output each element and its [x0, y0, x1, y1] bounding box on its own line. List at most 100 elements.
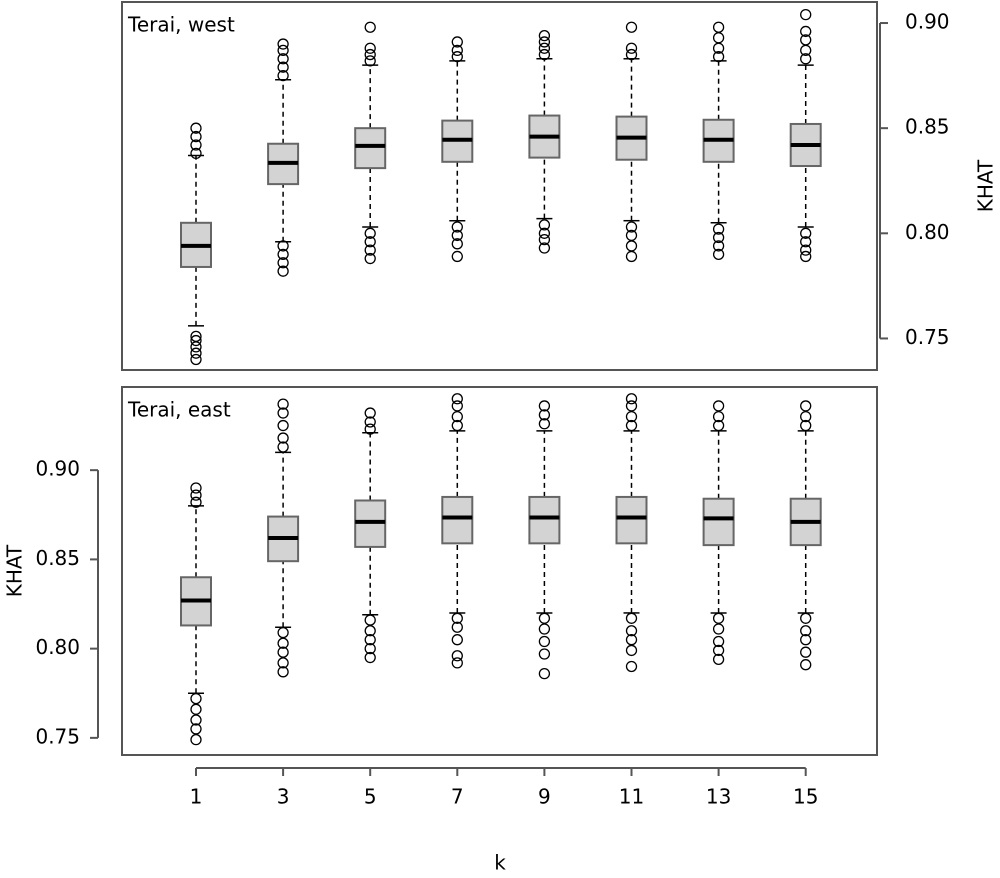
outlier	[800, 8, 812, 21]
outlier	[538, 409, 551, 421]
outlier	[712, 653, 725, 665]
x-axis-label: k	[494, 851, 506, 875]
outlier	[800, 250, 812, 263]
outlier	[277, 248, 289, 260]
box	[702, 497, 735, 547]
outlier	[277, 432, 289, 444]
y-tick-label: 0.90	[905, 10, 950, 34]
outlier	[625, 240, 638, 252]
outlier	[277, 398, 289, 410]
outlier	[712, 635, 725, 648]
outlier	[190, 714, 202, 726]
outlier	[277, 626, 289, 639]
outlier	[190, 353, 202, 366]
outlier	[277, 240, 289, 252]
outlier	[625, 21, 638, 33]
outlier	[190, 147, 202, 160]
outlier	[451, 393, 463, 405]
outlier	[190, 734, 202, 746]
panel-frame	[121, 1, 878, 371]
outlier	[364, 252, 376, 265]
outlier	[451, 612, 463, 624]
outlier	[538, 418, 551, 430]
outlier	[190, 330, 202, 343]
outlier	[451, 419, 463, 432]
outlier	[364, 634, 376, 646]
outlier	[625, 42, 638, 54]
outlier	[451, 634, 463, 646]
outlier	[364, 416, 376, 428]
box	[615, 495, 648, 545]
outlier	[538, 227, 551, 239]
outlier	[800, 236, 812, 248]
outlier	[538, 242, 551, 254]
outlier	[364, 642, 376, 655]
outlier	[800, 25, 812, 38]
outlier	[451, 657, 463, 669]
outlier	[625, 400, 638, 412]
outlier	[277, 646, 289, 658]
outlier	[277, 265, 289, 277]
box	[528, 495, 561, 545]
outlier	[190, 723, 202, 735]
outlier	[712, 248, 725, 260]
outlier	[625, 393, 638, 405]
y-tick-label: 0.85	[35, 546, 80, 570]
panel-annotation: Terai, west	[127, 13, 235, 37]
outlier	[451, 400, 463, 412]
outlier	[625, 221, 638, 233]
panel-frame	[121, 386, 878, 756]
outlier	[800, 410, 812, 423]
outlier	[712, 410, 725, 423]
outlier	[538, 623, 551, 635]
outlier	[451, 410, 463, 423]
outlier	[451, 51, 463, 63]
y-axis-label: KHAT	[974, 159, 998, 212]
outlier	[712, 223, 725, 235]
outlier	[190, 489, 202, 501]
outlier	[364, 227, 376, 239]
outlier	[277, 441, 289, 453]
x-tick-label: 9	[538, 785, 551, 809]
outlier	[800, 34, 812, 46]
outlier	[364, 236, 376, 248]
outlier	[364, 423, 376, 435]
outlier	[712, 32, 725, 44]
outlier	[277, 637, 289, 649]
y-tick-label: 0.75	[905, 325, 950, 349]
outlier	[800, 227, 812, 239]
outlier	[451, 250, 463, 263]
outlier	[190, 482, 202, 494]
outlier	[800, 659, 812, 671]
y-tick-label: 0.90	[35, 457, 80, 481]
outlier	[800, 244, 812, 256]
outlier	[451, 621, 463, 633]
outlier	[277, 407, 289, 419]
outlier	[800, 400, 812, 412]
outlier	[625, 625, 638, 637]
outlier	[625, 660, 638, 673]
x-tick-label: 13	[706, 785, 731, 809]
box	[441, 495, 474, 545]
outlier	[277, 657, 289, 669]
y-axis-label: KHAT	[3, 544, 27, 597]
outlier	[538, 233, 551, 246]
outlier	[364, 614, 376, 626]
outlier	[277, 69, 289, 82]
outlier	[277, 44, 289, 57]
outlier	[190, 347, 202, 359]
outlier	[800, 646, 812, 658]
outlier	[190, 496, 202, 508]
outlier	[190, 139, 202, 151]
outlier	[538, 219, 551, 231]
outlier	[625, 419, 638, 432]
outlier	[364, 21, 376, 33]
y-tick-label: 0.80	[905, 220, 950, 244]
outlier	[277, 419, 289, 432]
outlier	[538, 400, 551, 412]
outlier	[364, 625, 376, 637]
outlier	[712, 644, 725, 657]
outlier	[800, 625, 812, 637]
y-tick-label: 0.85	[905, 115, 950, 139]
x-tick-label: 11	[619, 785, 644, 809]
